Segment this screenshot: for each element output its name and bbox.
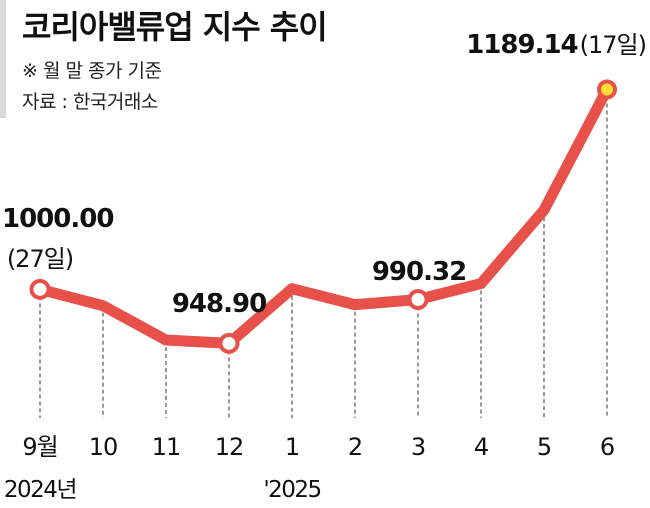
series-line [34,83,613,349]
x-tick-label: 4 [474,433,488,461]
data-label-value: 1189.14 [466,30,577,60]
year-label: 2024년 [4,477,76,503]
x-tick-label: 12 [215,433,244,461]
data-point-marker [407,289,429,311]
chart-title: 코리아밸류업 지수 추이 [22,8,328,46]
x-tick-label: 9월 [22,433,57,461]
data-point-marker [218,332,240,354]
data-label-value: 948.90 [172,289,266,319]
data-label-value: 990.32 [372,257,466,287]
chart-source: 자료 : 한국거래소 [22,91,158,113]
x-tick-label: 1 [285,433,299,461]
x-tick-label: 5 [537,433,551,461]
x-tick-label: 11 [152,433,181,461]
x-tick-label: 10 [89,433,118,461]
data-label-note: (27일) [7,245,73,273]
x-tick-label: 3 [411,433,425,461]
x-tick-label: 6 [600,433,614,461]
chart-note: ※ 월 말 종가 기준 [22,60,162,82]
data-label-note: (17일) [580,31,646,59]
year-label: '2025 [263,477,320,503]
title-accent-bar [0,0,6,118]
data-label-value: 1000.00 [2,204,113,234]
x-tick-label: 2 [348,433,362,461]
highlight-marker [597,79,617,100]
data-point-marker [29,278,51,300]
